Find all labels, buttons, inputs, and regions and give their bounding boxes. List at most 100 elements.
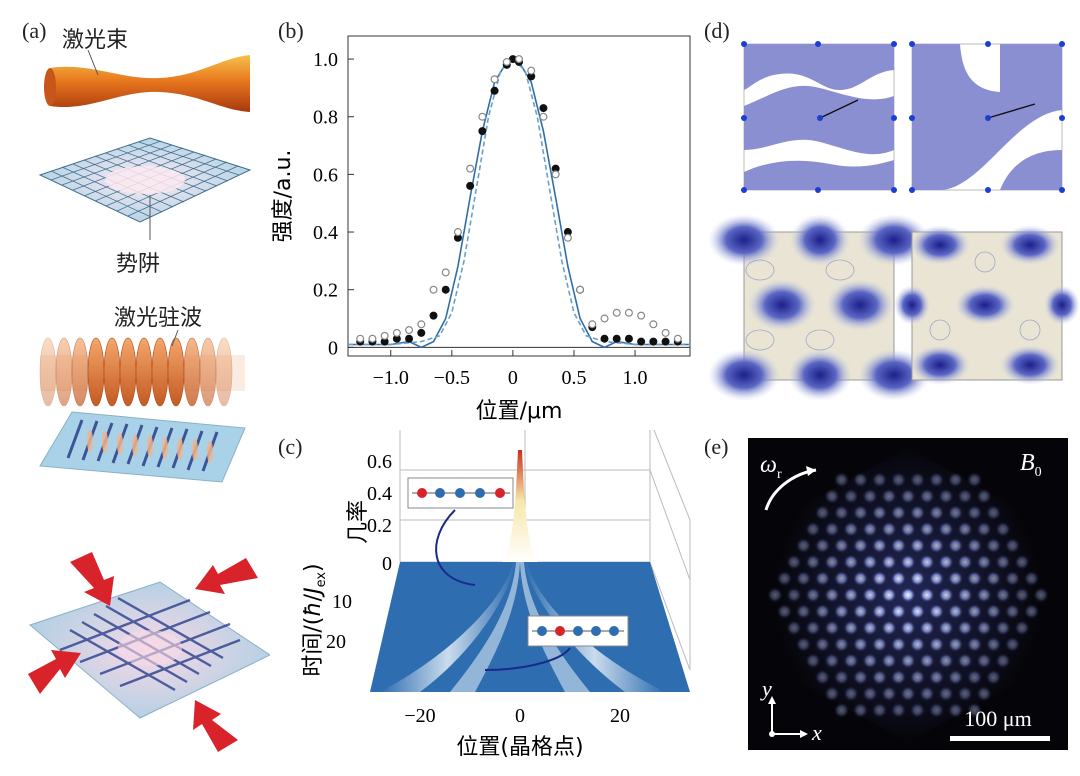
- b0-label: B0: [1020, 450, 1042, 480]
- lattice-site: [900, 488, 916, 505]
- lattice-site: [938, 488, 954, 505]
- open-data-point: [490, 75, 499, 84]
- time-ticks: 10 20 0: [326, 591, 352, 653]
- solid-fit-line: [348, 58, 690, 349]
- lattice-site: [928, 471, 945, 488]
- dashed-fit-line: [348, 58, 690, 346]
- lattice-site: [957, 619, 973, 636]
- evolution-surface: 0 0.2 0.4 0.6 几率 10 20 0 时间/(ħ/Jex) −20 …: [301, 430, 691, 760]
- lattice-site: [900, 652, 916, 669]
- open-data-point: [441, 268, 450, 277]
- lattice-site: [938, 685, 954, 702]
- lattice-site: [1014, 554, 1030, 571]
- open-data-point: [527, 66, 536, 75]
- lattice-site: [890, 537, 907, 554]
- x-axis-label: 位置/μm: [476, 399, 563, 424]
- lattice-site: [852, 504, 869, 521]
- lattice-site: [957, 554, 973, 571]
- lattice-site: [814, 570, 831, 587]
- lattice-site: [976, 587, 992, 603]
- scale-bar: [950, 736, 1050, 741]
- lattice-site: [928, 537, 945, 554]
- x-tick-label: 0: [515, 705, 525, 727]
- open-data-point: [356, 334, 365, 343]
- lattice-site: [852, 471, 869, 488]
- lattice-site: [776, 570, 793, 587]
- open-data-point: [453, 228, 462, 237]
- x-axis-label: x: [811, 720, 822, 745]
- lattice-site: [995, 521, 1011, 538]
- lattice-site: [871, 702, 888, 719]
- filled-data-point: [417, 328, 426, 337]
- lattice-site: [776, 603, 793, 620]
- open-data-point: [588, 320, 597, 329]
- light-cone: [380, 562, 665, 692]
- lattice-site: [966, 504, 983, 521]
- lattice-site: [966, 669, 983, 686]
- lattice-site: [919, 619, 935, 636]
- lattice-site: [938, 554, 954, 571]
- lattice-site: [947, 471, 964, 488]
- lattice-site: [995, 554, 1011, 571]
- filled-data-point: [600, 334, 609, 343]
- lattice-tile-2: [909, 41, 1065, 193]
- filled-data-point: [612, 334, 621, 343]
- open-data-point: [515, 55, 524, 64]
- lattice-site: [795, 636, 812, 653]
- lattice-site: [871, 570, 888, 587]
- lattice-site: [843, 587, 859, 603]
- open-data-point: [478, 112, 487, 121]
- open-data-point: [612, 308, 621, 317]
- open-data-point: [417, 320, 426, 329]
- panel-a-label: (a): [22, 18, 47, 43]
- lattice-site: [805, 587, 821, 603]
- lattice-site: [919, 652, 935, 669]
- lattice-site: [976, 685, 992, 702]
- lattice-site: [957, 685, 973, 702]
- lattice-site: [947, 504, 964, 521]
- lattice-site: [985, 669, 1002, 686]
- lattice-site: [1004, 570, 1021, 587]
- y-tick-label: 1.0: [313, 49, 338, 71]
- filled-data-point: [624, 334, 633, 343]
- open-data-point: [551, 170, 560, 179]
- hexagonal-lattice-image: ωr B0 y x 100 μm: [748, 438, 1068, 750]
- lattice-site: [767, 587, 783, 603]
- lattice-site: [786, 619, 802, 636]
- lattice-site: [852, 636, 869, 653]
- lattice-site: [909, 669, 926, 686]
- x-tick-label: 0.5: [561, 367, 586, 389]
- lattice-site: [862, 619, 878, 636]
- lattice-site: [957, 652, 973, 669]
- panel-b-label: (b): [278, 18, 304, 43]
- lattice-site: [824, 685, 840, 702]
- lattice-site: [871, 669, 888, 686]
- lattice-site: [900, 685, 916, 702]
- panel-d: (d): [700, 0, 1080, 430]
- open-data-point: [405, 326, 414, 335]
- lattice-site: [824, 521, 840, 538]
- lattice-site: [862, 587, 878, 603]
- y-tick-label: 0.2: [313, 280, 338, 302]
- lattice-site: [871, 603, 888, 620]
- lattice-site: [862, 685, 878, 702]
- panel-c-label: (c): [278, 434, 303, 459]
- lattice-site: [909, 537, 926, 554]
- lattice-site: [966, 570, 983, 587]
- lattice-site: [909, 504, 926, 521]
- lattice-site: [881, 521, 897, 538]
- open-data-point: [673, 334, 682, 343]
- lattice-site: [1023, 603, 1040, 620]
- panel-b: (b) −1.0 −0.5 0 0.5 1.0 0 0.2 0.4 0.6 0.8 1.0 位置/μm…: [270, 0, 700, 430]
- lattice-site: [966, 537, 983, 554]
- lattice-site: [976, 554, 992, 571]
- lattice-site: [890, 702, 907, 719]
- lattice-site: [852, 537, 869, 554]
- lattice-site: [786, 587, 802, 603]
- lattice-site: [833, 669, 850, 686]
- filled-data-point: [539, 104, 548, 113]
- lattice-site: [928, 636, 945, 653]
- inset-arrow-2: [484, 647, 571, 671]
- filled-data-point: [661, 337, 670, 346]
- lattice-patterns: [708, 41, 1080, 401]
